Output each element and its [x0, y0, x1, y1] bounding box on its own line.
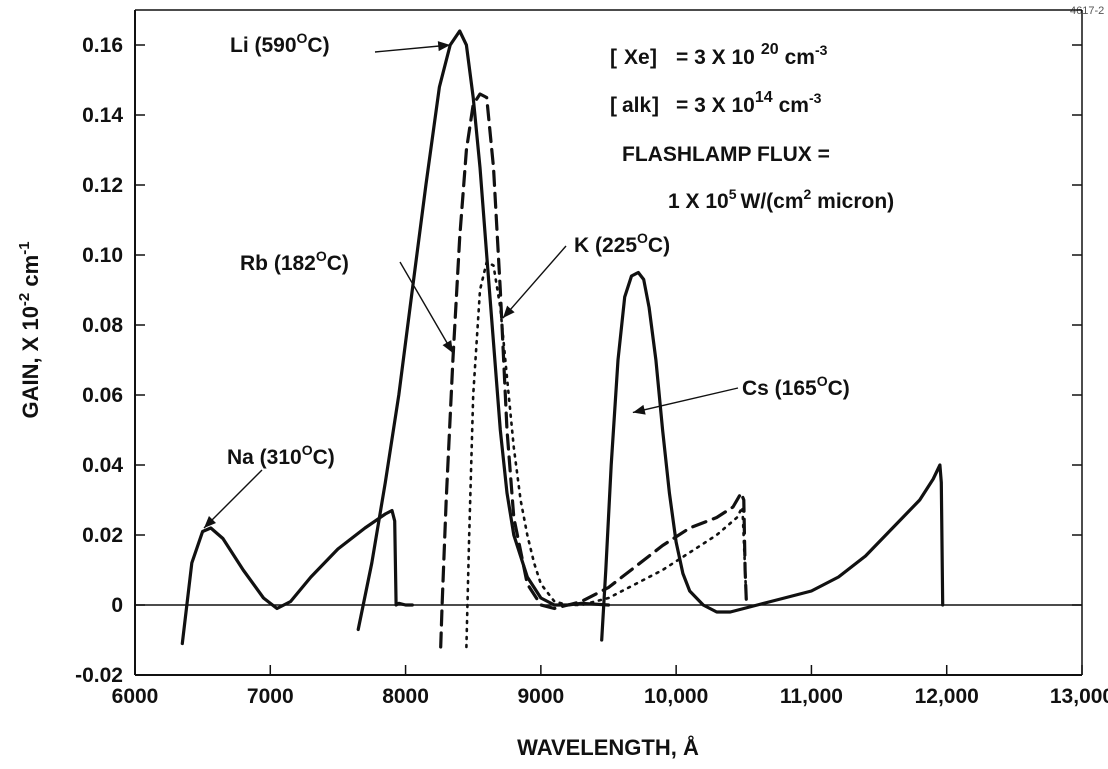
- xe-bracket-right: ]: [650, 46, 657, 69]
- y-tick-label: 0.14: [82, 104, 123, 127]
- y-axis-title-unit-sup: -1: [16, 241, 33, 254]
- flux-value: 1 X 105 W/(cm2 micron): [668, 186, 894, 213]
- label-leaders: [203, 41, 739, 529]
- leader-k: [502, 245, 567, 319]
- y-tick-label: 0.02: [82, 524, 123, 547]
- xe-lhs: Xe: [624, 46, 650, 69]
- flux-title: FLASHLAMP FLUX =: [622, 143, 830, 166]
- label-li: Li (590OC): [230, 30, 330, 57]
- x-tick-label: 10,000: [644, 685, 708, 708]
- alk-bracket-right: ]: [652, 94, 659, 117]
- conditions-annotation: [ Xe ] = 3 X 10 20 cm-3 [ alk ] = 3 X 1014…: [610, 41, 894, 213]
- alk-bracket-left: [: [610, 94, 617, 117]
- y-tick-label: 0.10: [82, 244, 123, 267]
- corner-mark: 4617-2: [1070, 5, 1104, 17]
- xe-bracket-left: [: [610, 46, 617, 69]
- x-tick-label: 6000: [112, 685, 159, 708]
- axis-ticks: 6000 7000 8000 9000 10,000 11,000 12,000 13,000…: [75, 34, 1108, 708]
- y-axis-title-sup: -2: [16, 293, 33, 306]
- series-line-rb: [439, 92, 749, 649]
- leader-rb-arrowhead: [442, 340, 453, 353]
- x-tick-label: 11,000: [780, 685, 843, 708]
- x-tick-label: 8000: [382, 685, 429, 708]
- leader-li: [374, 44, 451, 53]
- y-tick-label: 0.16: [82, 34, 123, 57]
- y-tick-label: 0: [111, 594, 123, 617]
- leader-cs-arrowhead: [632, 404, 646, 415]
- y-tick-label: -0.02: [75, 664, 123, 687]
- leader-na-arrowhead: [203, 515, 217, 528]
- xe-value: = 3 X 10 20 cm-3: [676, 41, 828, 69]
- series-line-cs: [600, 270, 945, 642]
- label-rb: Rb (182OC): [240, 248, 349, 275]
- leader-k-arrowhead: [502, 305, 515, 318]
- x-tick-label: 13,000: [1050, 685, 1108, 708]
- leader-li-arrowhead: [437, 41, 451, 52]
- leader-na: [203, 469, 263, 529]
- leader-cs: [632, 387, 739, 414]
- y-tick-label: 0.04: [82, 454, 123, 477]
- alk-lhs: alk: [622, 94, 652, 117]
- y-tick-label: 0.06: [82, 384, 123, 407]
- x-tick-label: 7000: [247, 685, 294, 708]
- label-k: K (225OC): [574, 230, 670, 257]
- plot-frame: [134, 9, 1083, 676]
- x-tick-label: 12,000: [915, 685, 979, 708]
- y-tick-label: 0.08: [82, 314, 123, 337]
- series-line-k: [465, 260, 748, 649]
- x-axis-title: WAVELENGTH, Å: [517, 734, 699, 760]
- x-tick-label: 9000: [517, 685, 564, 708]
- y-axis-title-unit: cm: [18, 255, 43, 293]
- label-cs: Cs (165OC): [742, 373, 850, 400]
- y-axis-title-main: GAIN, X 10: [18, 306, 43, 418]
- series-line-li: [356, 29, 611, 632]
- leader-rb: [399, 261, 454, 354]
- label-na: Na (310OC): [227, 442, 335, 469]
- y-tick-label: 0.12: [82, 174, 123, 197]
- data-series: [180, 29, 945, 649]
- alk-value: = 3 X 1014 cm-3: [676, 89, 822, 117]
- series-line-na: [180, 508, 414, 646]
- y-axis-title: GAIN, X 10-2 cm-1: [16, 241, 43, 418]
